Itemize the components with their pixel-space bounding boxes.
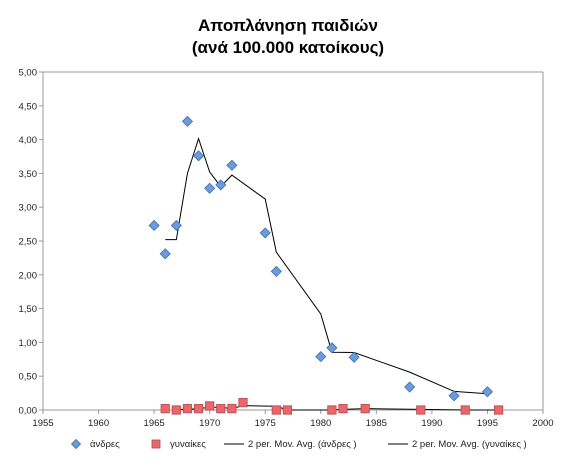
men-point [148, 219, 160, 232]
data-points [148, 115, 504, 415]
axes [39, 71, 544, 414]
women-point [493, 405, 504, 415]
women-point [227, 404, 237, 414]
women-point [238, 397, 248, 408]
women-point [282, 405, 293, 415]
x-tick-label: 1980 [310, 418, 331, 429]
women-point [193, 404, 204, 414]
x-tick-label: 1985 [366, 418, 387, 429]
y-tick-label: 1,00 [19, 338, 38, 349]
tick-labels: 0,00 0,50 1,00 1,50 2,00 2,50 3,00 3,50 4,00 4,50… [19, 68, 554, 430]
legend-item: άνδρες [70, 438, 120, 450]
women-point [360, 404, 370, 414]
legend-label: 2 per. Mov. Avg. (άνδρες ) [248, 439, 357, 450]
x-tick-label: 1975 [255, 418, 276, 429]
men-point [192, 150, 205, 162]
men-point [348, 351, 360, 363]
y-tick-label: 0,50 [19, 372, 38, 383]
y-tick-label: 1,50 [19, 304, 38, 315]
y-tick-label: 4,50 [19, 101, 38, 112]
y-tick-label: 5,00 [19, 68, 38, 79]
y-tick-label: 3,50 [19, 169, 38, 180]
women-point [182, 404, 193, 414]
men-point [215, 179, 227, 191]
men-point [404, 381, 416, 393]
x-tick-label: 1955 [32, 418, 53, 429]
legend-label: γυναίκες [170, 439, 206, 450]
legend-item: γυναίκες [151, 439, 206, 450]
men-point [159, 248, 171, 260]
legend-label: άνδρες [90, 439, 120, 450]
women-point [216, 404, 226, 414]
men-point [315, 351, 327, 363]
women-point [205, 401, 215, 411]
x-tick-label: 1965 [144, 418, 165, 429]
x-tick-label: 2000 [532, 418, 553, 429]
x-tick-label: 1960 [88, 418, 109, 429]
men-point [326, 342, 338, 354]
women-point [271, 405, 281, 415]
legend-label: 2 per. Mov. Avg. (γυναίκες ) [412, 439, 527, 450]
men-point [204, 182, 216, 194]
legend-square-icon [151, 439, 161, 449]
men-point [259, 227, 271, 239]
legend: άνδρες γυναίκες 2 per. Mov. Avg. (άνδρες )… [70, 438, 527, 450]
x-tick-label: 1995 [477, 418, 498, 429]
men-point [181, 115, 194, 127]
y-tick-label: 2,00 [19, 270, 38, 281]
y-tick-label: 0,00 [19, 406, 38, 417]
moving-average-lines [165, 136, 499, 411]
y-tick-label: 4,00 [19, 135, 38, 146]
women-point [160, 404, 170, 414]
x-tick-label: 1990 [421, 418, 442, 429]
y-tick-label: 3,00 [19, 203, 38, 214]
chart-subtitle: (ανά 100.000 κατοίκους) [192, 38, 384, 57]
legend-item: 2 per. Mov. Avg. (άνδρες ) [224, 439, 357, 450]
women-point [416, 405, 426, 415]
men-point [481, 386, 494, 398]
men-moving-average-line [165, 136, 488, 395]
men-point [270, 265, 282, 277]
men-point [226, 159, 238, 171]
women-point [171, 405, 181, 415]
x-tick-label: 1970 [199, 418, 220, 429]
legend-diamond-icon [70, 438, 82, 450]
legend-item: 2 per. Mov. Avg. (γυναίκες ) [388, 439, 527, 450]
women-point [327, 405, 337, 415]
men-point [448, 390, 460, 402]
men-point [170, 219, 182, 232]
women-point [338, 404, 348, 414]
chart-title: Αποπλάνηση παιδιών [198, 16, 378, 35]
women-point [460, 405, 470, 415]
y-tick-label: 2,50 [19, 237, 38, 248]
